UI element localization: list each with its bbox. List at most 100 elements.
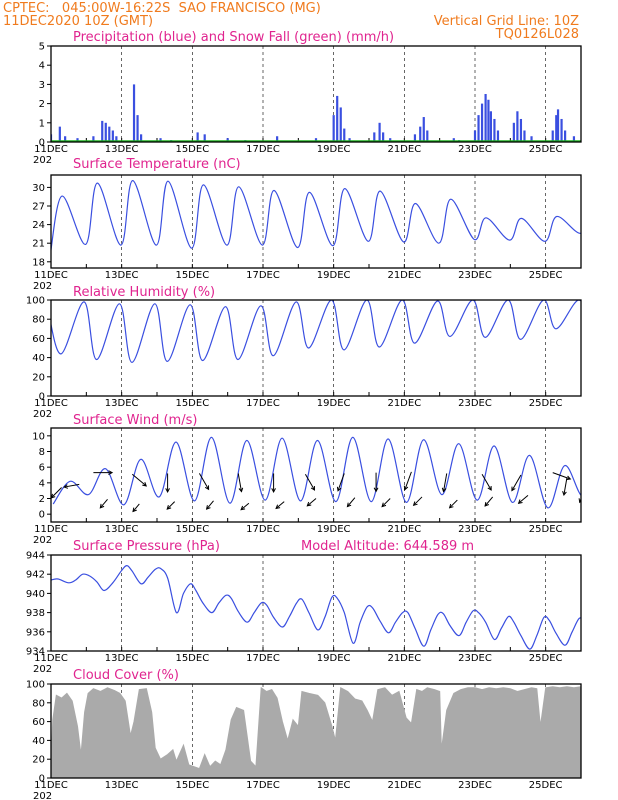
panel-frame: [50, 299, 582, 397]
x-tick-label: 23DEC: [458, 270, 492, 281]
x-tick-label: 19DEC: [317, 524, 351, 535]
precip-bar: [587, 115, 589, 142]
y-tick-label: 6: [39, 463, 45, 474]
y-tick-label: 0: [39, 392, 45, 403]
y-tick-label: 938: [26, 608, 45, 619]
x-tick-label: 21DEC: [387, 270, 421, 281]
precip-bar: [203, 134, 206, 142]
wind-arrow: [449, 499, 458, 509]
panel-title: Relative Humidity (%): [73, 285, 215, 300]
precip-bar: [108, 126, 111, 142]
x-tick-label: 21DEC: [387, 144, 421, 155]
wind-arrow: [481, 473, 492, 491]
x-tick-label: 19DEC: [317, 270, 351, 281]
wind-arrow: [206, 500, 214, 510]
precip-bar: [530, 136, 533, 142]
wind-arrow-head: [562, 491, 567, 497]
wind-arrow-head: [336, 486, 342, 492]
precip-bar: [591, 123, 593, 142]
x-tick-label: 13DEC: [105, 780, 139, 791]
x-tick-label: 19DEC: [317, 144, 351, 155]
wind-arrow: [563, 478, 568, 496]
series-line: [51, 300, 581, 364]
cloud-cover-area: [51, 686, 581, 778]
panel-3: Relative Humidity (%) 0 20 40 60 80 100 11DEC 13…: [26, 285, 582, 420]
wind-arrow: [240, 502, 250, 511]
y-tick-label: 0: [39, 138, 45, 149]
y-tick-label: 24: [32, 220, 45, 231]
x-tick-label: 23DEC: [458, 653, 492, 664]
precip-bar: [426, 130, 429, 142]
wind-arrow-head: [587, 493, 591, 497]
wind-arrow: [131, 473, 147, 487]
precip-bar: [132, 84, 136, 142]
x-tick-label: 11DEC: [34, 270, 68, 281]
panel-data: [51, 686, 581, 778]
panel-1: Precipitation (blue) and Snow Fall (gree…: [33, 30, 593, 166]
precip-bar: [516, 111, 519, 142]
x-tick-label: 17DEC: [246, 398, 280, 409]
y-tick-label: 40: [32, 353, 45, 364]
y-tick-label: 2: [39, 99, 45, 110]
wind-arrow-head: [63, 484, 69, 489]
precip-bar: [560, 118, 563, 142]
panel-data: [51, 436, 591, 513]
y-tick-label: 27: [32, 202, 45, 213]
y-tick-label: 2: [39, 494, 45, 505]
panel-6: Cloud Cover (%) 0 20 40 60 80 100 11DEC 13DEC 15D…: [26, 668, 582, 800]
precip-bar: [101, 120, 104, 142]
x-tick-label: 17DEC: [246, 653, 280, 664]
precip-bar: [473, 130, 477, 142]
y-tick-label: 4: [39, 61, 45, 72]
x-tick-label: 17DEC: [246, 270, 280, 281]
x-tick-label: 23DEC: [458, 398, 492, 409]
y-tick-label: 0: [39, 774, 45, 785]
panel-title: Surface Pressure (hPa): [73, 539, 220, 554]
wind-arrow: [51, 487, 62, 499]
x-tick-label: 23DEC: [458, 144, 492, 155]
panel-title: Surface Temperature (nC): [73, 157, 241, 172]
wind-arrow: [484, 496, 494, 507]
x-tick-label: 19DEC: [317, 398, 351, 409]
wind-arrow: [64, 483, 80, 488]
wind-arrow-head: [166, 505, 172, 510]
wind-arrow-head: [412, 501, 418, 507]
y-tick-label: 40: [32, 736, 45, 747]
precip-bar: [111, 130, 114, 142]
x-tick-label: 23DEC: [458, 780, 492, 791]
y-tick-label: 0: [39, 510, 45, 521]
wind-arrow: [443, 473, 448, 492]
wind-arrow: [518, 494, 529, 504]
panel-data: [51, 565, 581, 650]
x-tick-label: 17DEC: [246, 144, 280, 155]
panel-data: [51, 84, 593, 142]
wind-arrow: [511, 474, 522, 491]
y-tick-label: 100: [26, 296, 45, 307]
y-tick-label: 8: [39, 447, 45, 458]
header-grid-note: Vertical Grid Line: 10Z: [434, 14, 579, 29]
precip-bar: [159, 138, 162, 142]
x-tick-label: 21DEC: [387, 524, 421, 535]
precip-bar: [489, 111, 492, 142]
panel-frame: [50, 554, 582, 652]
y-tick-label: 60: [32, 334, 45, 345]
precip-bar: [413, 134, 417, 142]
x-tick-label: 21DEC: [387, 780, 421, 791]
y-tick-label: 5: [39, 42, 45, 53]
wind-arrow: [132, 503, 140, 512]
wind-arrow-head: [381, 502, 387, 508]
x-tick-label: 15DEC: [175, 144, 209, 155]
wind-arrow-head: [511, 486, 516, 492]
header-run-time: 11DEC2020 10Z (GMT): [3, 14, 153, 29]
wind-arrow: [99, 498, 108, 509]
x-tick-label: 13DEC: [105, 144, 139, 155]
x-tick-label: 25DEC: [529, 144, 563, 155]
panel-data: [51, 300, 581, 364]
y-tick-label: 80: [32, 698, 45, 709]
y-tick-label: 20: [32, 755, 45, 766]
precip-bar: [512, 122, 515, 142]
precip-bar: [493, 118, 496, 142]
panel-frame: [50, 427, 582, 523]
wind-arrow-head: [487, 485, 492, 491]
x-tick-label: 17DEC: [246, 524, 280, 535]
